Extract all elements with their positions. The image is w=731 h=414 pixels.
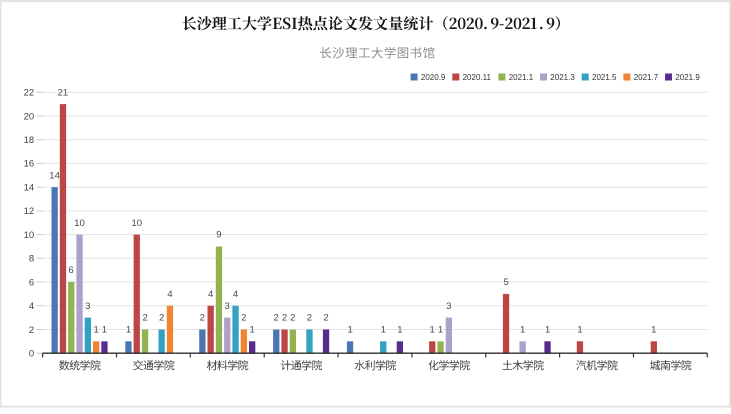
svg-text:2: 2 <box>290 313 295 324</box>
svg-text:2: 2 <box>282 313 287 324</box>
svg-text:2021.3: 2021.3 <box>550 73 575 82</box>
svg-text:12: 12 <box>24 206 35 217</box>
svg-text:5: 5 <box>503 277 508 288</box>
svg-text:14: 14 <box>24 183 35 194</box>
svg-text:2: 2 <box>307 313 312 324</box>
svg-text:2: 2 <box>241 313 246 324</box>
svg-text:1: 1 <box>250 325 255 336</box>
svg-text:1: 1 <box>126 325 131 336</box>
svg-text:2: 2 <box>29 325 34 336</box>
svg-text:16: 16 <box>24 159 35 170</box>
svg-text:2021.5: 2021.5 <box>592 73 617 82</box>
svg-text:1: 1 <box>520 325 525 336</box>
svg-text:1: 1 <box>397 325 402 336</box>
svg-text:2: 2 <box>200 313 205 324</box>
svg-text:2: 2 <box>159 313 164 324</box>
svg-text:1: 1 <box>577 325 582 336</box>
svg-text:9: 9 <box>216 230 221 241</box>
svg-text:1: 1 <box>93 325 98 336</box>
svg-text:1: 1 <box>102 325 107 336</box>
svg-text:1: 1 <box>430 325 435 336</box>
svg-text:0: 0 <box>29 349 34 360</box>
svg-text:18: 18 <box>24 135 35 146</box>
svg-text:10: 10 <box>132 218 143 229</box>
svg-text:10: 10 <box>74 218 85 229</box>
svg-text:4: 4 <box>208 289 213 300</box>
svg-text:2: 2 <box>274 313 279 324</box>
svg-text:2021.7: 2021.7 <box>634 73 659 82</box>
svg-text:1: 1 <box>438 325 443 336</box>
svg-text:4: 4 <box>167 289 172 300</box>
svg-text:2: 2 <box>142 313 147 324</box>
svg-text:3: 3 <box>85 301 90 312</box>
svg-text:6: 6 <box>69 265 74 276</box>
svg-text:6: 6 <box>29 277 34 288</box>
svg-text:10: 10 <box>24 230 35 241</box>
svg-text:2020.11: 2020.11 <box>463 73 492 82</box>
svg-text:21: 21 <box>58 87 69 98</box>
svg-text:20: 20 <box>24 111 35 122</box>
svg-text:8: 8 <box>29 254 34 265</box>
svg-text:14: 14 <box>49 170 60 181</box>
svg-text:4: 4 <box>29 301 34 312</box>
svg-text:4: 4 <box>233 289 238 300</box>
svg-text:3: 3 <box>446 301 451 312</box>
svg-text:2020.9: 2020.9 <box>421 73 446 82</box>
svg-text:1: 1 <box>381 325 386 336</box>
svg-text:3: 3 <box>225 301 230 312</box>
svg-text:1: 1 <box>651 325 656 336</box>
svg-text:2021.9: 2021.9 <box>675 73 700 82</box>
svg-text:1: 1 <box>347 325 352 336</box>
svg-text:22: 22 <box>24 88 35 99</box>
svg-text:1: 1 <box>545 325 550 336</box>
svg-text:2021.1: 2021.1 <box>509 73 534 82</box>
svg-text:2: 2 <box>323 313 328 324</box>
